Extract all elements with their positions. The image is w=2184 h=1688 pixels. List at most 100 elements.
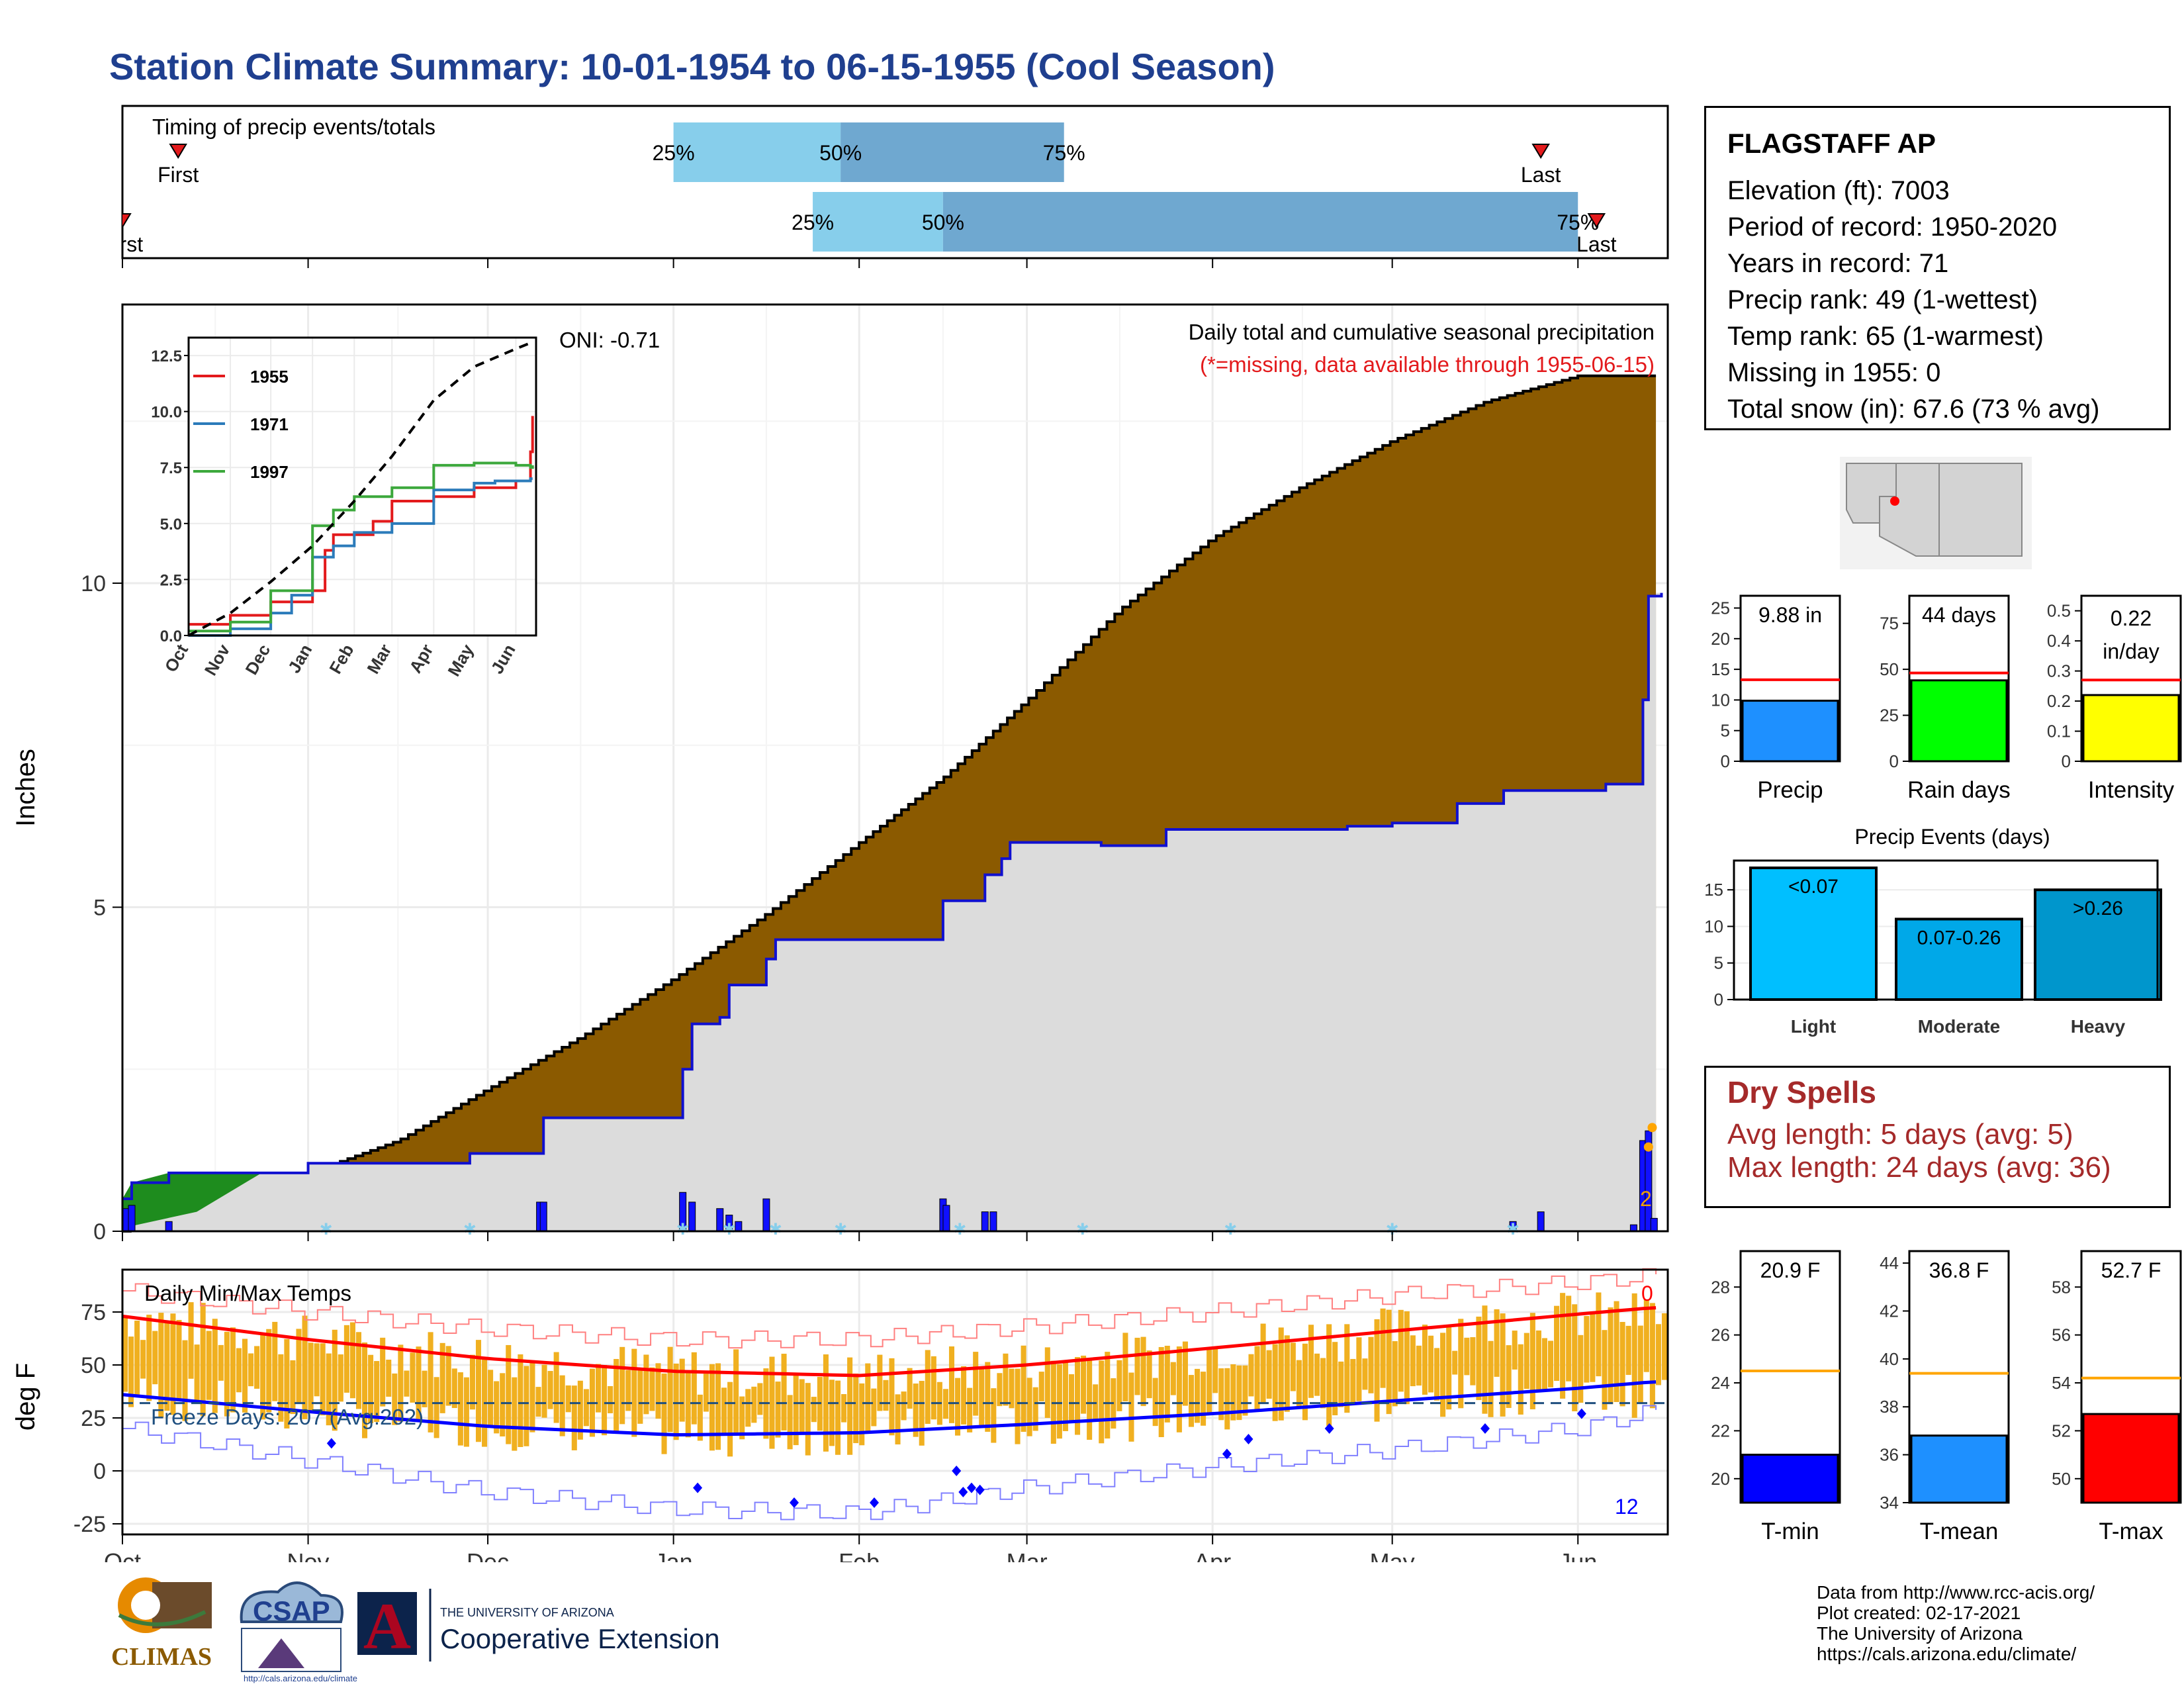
summary-y-tick-label: 25 <box>1880 706 1899 726</box>
inset-y-tick-label: 7.5 <box>160 459 182 477</box>
timing-label: Timing of precip events/totals <box>152 115 435 139</box>
snow-marker: ✱ <box>1224 1221 1237 1239</box>
daily-temp-bar <box>343 1325 349 1393</box>
daily-temp-bar <box>942 1389 948 1419</box>
timing-pct-label: 25% <box>653 141 695 165</box>
daily-temp-bar <box>248 1353 254 1387</box>
ua-big-text: Cooperative Extension <box>440 1623 720 1654</box>
events-bar-label: 0.07-0.26 <box>1917 927 2001 949</box>
daily-temp-bar <box>1368 1336 1374 1393</box>
daily-temp-bar <box>1398 1309 1404 1392</box>
daily-temp-bar <box>1326 1324 1332 1426</box>
inset-legend-label: 1955 <box>250 367 289 387</box>
events-y-tick-label: 10 <box>1704 916 1723 936</box>
daily-temp-bar <box>1350 1358 1356 1405</box>
daily-temp-bar <box>697 1394 703 1441</box>
daily-temp-bar <box>1254 1346 1260 1410</box>
daily-temp-bar <box>1661 1313 1667 1380</box>
avg-min-line <box>122 1380 1657 1437</box>
snow-point <box>1643 1142 1653 1152</box>
daily-temp-bar <box>1116 1360 1122 1411</box>
inset-legend-label: 1997 <box>250 462 289 482</box>
daily-temp-bar <box>745 1389 751 1427</box>
daily-temp-bar <box>571 1385 577 1450</box>
daily-temp-bar <box>1003 1353 1009 1406</box>
footer-line: Plot created: 02-17-2021 <box>1817 1603 2021 1623</box>
daily-temp-bar <box>1195 1368 1201 1423</box>
daily-temp-bar <box>1236 1365 1242 1421</box>
daily-temp-bar <box>1134 1337 1140 1395</box>
last-label: Last <box>1521 163 1561 187</box>
daily-temp-bar <box>1494 1309 1500 1377</box>
daily-temp-bar <box>889 1358 895 1436</box>
snow-count-label: 2 <box>1640 1187 1652 1211</box>
events-bar <box>1749 867 1878 1002</box>
daily-temp-bar <box>1272 1344 1278 1421</box>
climas-logo: CLIMAS <box>111 1577 212 1671</box>
daily-temp-bar <box>278 1354 284 1422</box>
temp-ylabel: deg F <box>11 1363 40 1430</box>
daily-temp-bar <box>212 1319 218 1413</box>
daily-temp-bar <box>1278 1327 1284 1421</box>
summary-y-tick-label: 20 <box>1711 1469 1730 1489</box>
daily-temp-bar <box>512 1377 518 1451</box>
month-label: Jan <box>655 1548 693 1562</box>
daily-temp-bar <box>535 1387 541 1417</box>
daily-temp-bar <box>349 1322 355 1399</box>
daily-temp-bar <box>805 1383 811 1456</box>
daily-temp-bar <box>1212 1346 1218 1393</box>
daily-temp-bar <box>488 1370 494 1427</box>
daily-temp-bar <box>1290 1342 1296 1391</box>
summary-y-tick-label: 0.3 <box>2047 661 2071 681</box>
daily-temp-bar <box>260 1335 266 1420</box>
events-y-tick-label: 0 <box>1714 990 1723 1009</box>
daily-temp-bar <box>703 1374 709 1412</box>
record-high-line <box>122 1268 1657 1349</box>
daily-temp-bar <box>1590 1312 1596 1382</box>
summary-category-label: T-max <box>2099 1519 2163 1544</box>
daily-temp-bar <box>1362 1358 1368 1390</box>
daily-temp-bar <box>290 1360 296 1415</box>
daily-temp-bar <box>1554 1305 1560 1382</box>
daily-temp-bar <box>1242 1365 1248 1416</box>
events-title: Precip Events (days) <box>1854 825 2050 849</box>
daily-temp-bar <box>829 1380 835 1446</box>
daily-temp-bar <box>1338 1361 1344 1407</box>
daily-temp-bar <box>565 1385 571 1413</box>
dry-max-line: Max length: 24 days (avg: 36) <box>1727 1151 2111 1184</box>
year-cumulative-line <box>122 592 1663 1201</box>
events-y-tick-label: 5 <box>1714 953 1723 973</box>
events-frame <box>1733 859 2159 1001</box>
precip-ylabel: Inches <box>11 749 40 827</box>
daily-temp-bar <box>1284 1335 1290 1412</box>
daily-temp-bar <box>368 1354 374 1423</box>
daily-temp-bar <box>164 1321 170 1411</box>
snow-marker: ✱ <box>1506 1221 1520 1239</box>
daily-temp-bar <box>1428 1335 1434 1393</box>
daily-temp-bar <box>1488 1340 1494 1417</box>
snow-marker: ✱ <box>769 1221 782 1239</box>
summary-y-tick-label: 0 <box>1721 751 1730 771</box>
timing-bar-q25-q50 <box>813 192 943 252</box>
daily-temp-bar <box>1566 1295 1572 1382</box>
month-label: Nov <box>287 1548 330 1562</box>
timing-row-label: Avg <box>69 140 106 165</box>
daily-temp-bar <box>721 1387 727 1433</box>
daily-temp-bar <box>518 1354 523 1447</box>
daily-temp-bar <box>1224 1368 1230 1430</box>
cold-count: 12 <box>1615 1495 1639 1519</box>
freeze-label: Freeze Days: 207 (Avg:202) <box>151 1405 424 1429</box>
summary-category-label: T-min <box>1761 1519 1819 1544</box>
inset-avg-line <box>188 340 533 637</box>
first-label: First <box>102 232 143 256</box>
daily-temp-bar <box>272 1321 278 1401</box>
inset-legend-label: 1971 <box>250 414 289 434</box>
timing-pct-label: 50% <box>819 141 862 165</box>
precip-summary-bars: 0 5 10 15 20 25 9.88 in Precip 0 25 50 75 44 days Rai… <box>1711 594 2182 803</box>
month-label: Feb <box>839 1548 880 1562</box>
daily-temp-bar <box>1026 1378 1032 1436</box>
footer-line: https://cals.arizona.edu/climate/ <box>1817 1644 2077 1664</box>
daily-temp-bar <box>146 1315 152 1401</box>
info-line: Temp rank: 65 (1-warmest) <box>1727 322 2044 351</box>
daily-temp-bar <box>416 1346 422 1423</box>
